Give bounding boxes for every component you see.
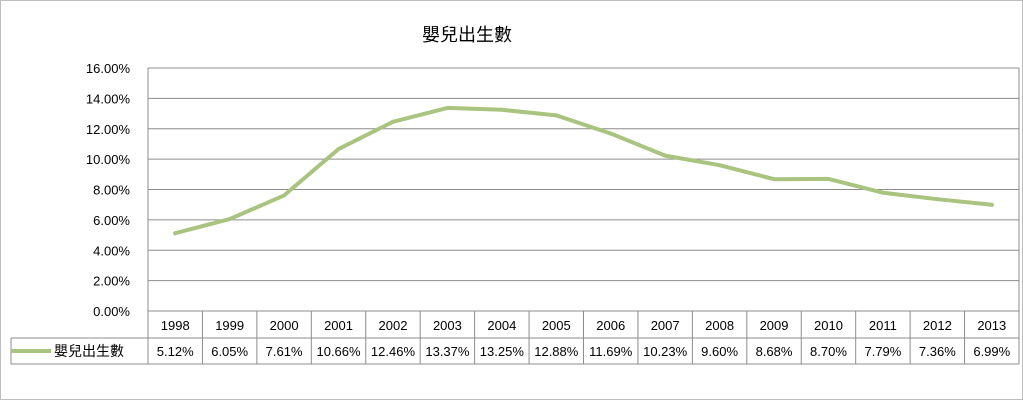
x-tick-label: 1998 — [161, 318, 190, 333]
x-tick-label: 2013 — [977, 318, 1006, 333]
data-point — [227, 217, 232, 222]
data-label: 11.69% — [589, 344, 633, 359]
x-tick-label: 2004 — [487, 318, 516, 333]
data-point — [826, 176, 831, 181]
data-label: 13.25% — [480, 344, 525, 359]
data-point — [173, 231, 178, 236]
x-tick-label: 2009 — [760, 318, 789, 333]
data-point — [554, 113, 559, 118]
x-tick-label: 2001 — [324, 318, 353, 333]
data-point — [717, 163, 722, 168]
data-label: 13.37% — [425, 344, 470, 359]
data-label: 10.23% — [643, 344, 688, 359]
y-tick-label: 2.00% — [93, 274, 130, 289]
data-label: 9.60% — [701, 344, 738, 359]
data-point — [989, 202, 994, 207]
data-table: 1998 5.12% 1999 6.05% 2000 7.61% 2001 10.66% 200… — [10, 311, 1020, 365]
data-point — [608, 131, 613, 136]
y-tick-label: 12.00% — [86, 122, 131, 137]
x-tick-label: 2005 — [542, 318, 571, 333]
y-tick-label: 4.00% — [93, 243, 130, 258]
legend: 嬰兒出生數 — [11, 344, 124, 360]
chart-title: 嬰兒出生數 — [422, 25, 512, 46]
y-tick-label: 0.00% — [93, 304, 130, 319]
data-label: 12.46% — [371, 344, 416, 359]
data-point — [880, 190, 885, 195]
data-label: 8.68% — [756, 344, 793, 359]
y-tick-label: 16.00% — [86, 61, 131, 76]
data-label: 6.99% — [973, 344, 1010, 359]
data-point — [282, 193, 287, 198]
data-label: 5.12% — [157, 344, 194, 359]
x-tick-label: 1999 — [215, 318, 244, 333]
x-tick-label: 2006 — [596, 318, 625, 333]
data-label: 7.61% — [266, 344, 303, 359]
x-tick-label: 2000 — [270, 318, 299, 333]
series-layer — [173, 105, 994, 236]
data-point — [336, 147, 341, 152]
gridlines — [147, 67, 1020, 364]
y-tick-label: 14.00% — [86, 91, 131, 106]
data-label: 7.79% — [864, 344, 901, 359]
x-tick-label: 2007 — [651, 318, 680, 333]
y-tick-label: 10.00% — [86, 152, 131, 167]
data-point — [663, 153, 668, 158]
data-label: 8.70% — [810, 344, 847, 359]
x-tick-label: 2011 — [869, 318, 897, 333]
data-label: 7.36% — [919, 344, 956, 359]
y-tick-label: 6.00% — [93, 213, 130, 228]
data-label: 6.05% — [211, 344, 248, 359]
series-line — [173, 105, 994, 236]
data-point — [499, 107, 504, 112]
x-tick-label: 2010 — [814, 318, 843, 333]
data-point — [935, 197, 940, 202]
y-tick-label: 8.00% — [93, 183, 130, 198]
x-tick-label: 2003 — [433, 318, 462, 333]
data-label: 12.88% — [534, 344, 579, 359]
data-point — [772, 177, 777, 182]
data-point — [390, 119, 395, 124]
legend-label: 嬰兒出生數 — [54, 344, 124, 360]
x-tick-label: 2012 — [923, 318, 952, 333]
y-axis-ticks: 0.00% 2.00% 4.00% 6.00% 8.00% 10.00% 12.00% 14.… — [86, 61, 131, 319]
x-tick-label: 2002 — [379, 318, 408, 333]
x-tick-label: 2008 — [705, 318, 734, 333]
data-label: 10.66% — [316, 344, 361, 359]
data-point — [445, 105, 450, 110]
